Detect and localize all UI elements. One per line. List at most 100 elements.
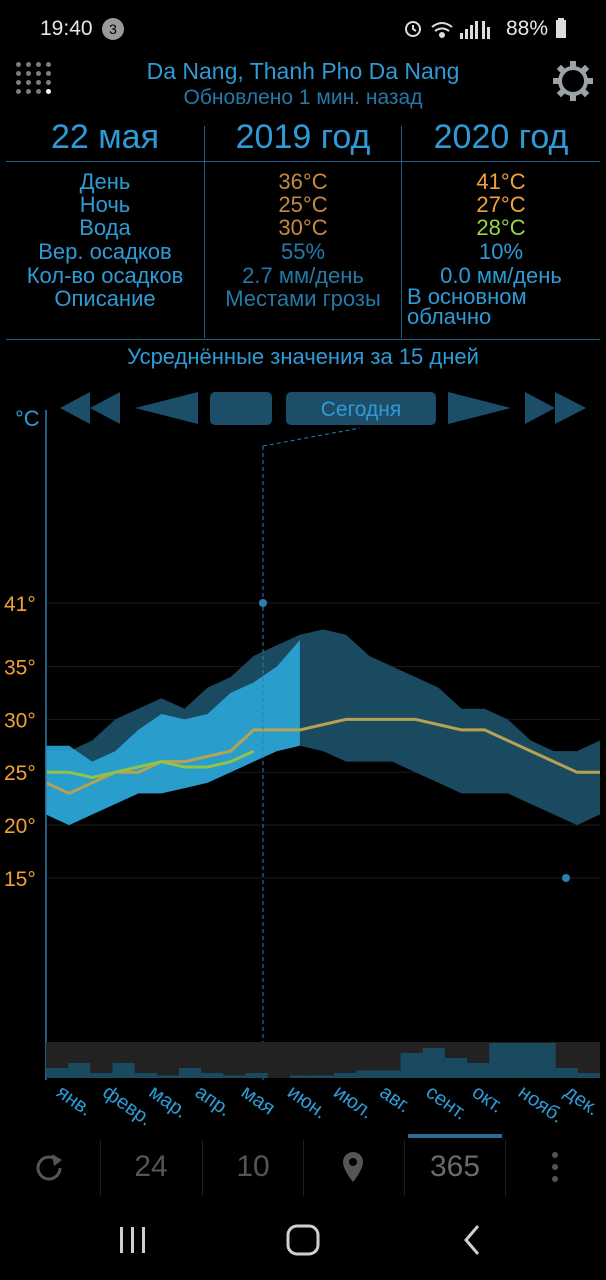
temperature-chart[interactable]: °C Сегодня 41° 35° 30° 25° 20° 15° янв. февр. ма… (0, 380, 606, 1140)
system-nav-bar (120, 1224, 480, 1256)
signal-icon (460, 21, 490, 39)
column-divider (401, 126, 402, 338)
skip-forward-icon-part (555, 392, 586, 424)
skip-forward-icon (525, 392, 555, 424)
chart-plot-area: 41°35°30°25°20°15°янв. февр.мар. апр. мая ию… (4, 410, 603, 1131)
battery-icon (556, 18, 566, 38)
back-button[interactable] (135, 392, 198, 424)
range-365-button[interactable]: 365 (429, 1150, 481, 1183)
status-bar: 19:40 3 88% (0, 0, 606, 58)
precipitation-bar (511, 1043, 534, 1078)
precipitation-bar (400, 1053, 423, 1078)
year-a-precip-prob: 55% (280, 239, 326, 264)
precipitation-bar (467, 1063, 490, 1078)
month-label: янв. (52, 1081, 96, 1121)
month-label: сент. (422, 1081, 471, 1125)
year-a-description: Местами грозы (225, 286, 381, 311)
back-nav-button[interactable] (464, 1225, 480, 1255)
recent-apps-button[interactable] (120, 1227, 145, 1253)
location-pin-icon[interactable] (340, 1150, 366, 1184)
grid-dot (26, 71, 31, 76)
bottom-divider (202, 1140, 203, 1196)
year-b-precip-amount: 0.0 мм/день (440, 263, 562, 288)
status-icons (405, 21, 490, 39)
row-label-description: Описание (54, 286, 156, 311)
alarm-icon (405, 21, 421, 37)
year-a-water: 30°C (278, 215, 328, 240)
y-tick-label: 20° (4, 815, 36, 838)
precipitation-bar (156, 1075, 179, 1078)
precipitation-bar (577, 1073, 600, 1078)
y-tick-label: 25° (4, 762, 36, 785)
precipitation-bar (68, 1063, 91, 1078)
precipitation-bar (311, 1075, 335, 1078)
grid-dot (46, 71, 51, 76)
month-label: авг. (376, 1081, 415, 1117)
bottom-divider (505, 1140, 506, 1196)
precipitation-bar (489, 1043, 512, 1078)
table-bottom-divider (6, 339, 600, 340)
home-button[interactable] (286, 1224, 320, 1256)
month-label: дек. (560, 1081, 603, 1120)
today-button[interactable]: Сегодня (286, 392, 436, 425)
year-b-description: В основном облачно (407, 284, 527, 329)
grid-dot (46, 89, 51, 94)
year-a-header[interactable]: 2019 год (235, 118, 371, 156)
current-year-band (46, 640, 300, 826)
year-a-day: 36°C (278, 169, 328, 194)
range-10-button[interactable]: 10 (236, 1150, 270, 1183)
averaged-title: Усреднённые значения за 15 дней (127, 344, 479, 369)
precipitation-bar (555, 1068, 578, 1078)
blank-button[interactable] (210, 392, 272, 425)
skip-forward-button[interactable] (525, 392, 586, 424)
skip-back-button[interactable] (60, 392, 120, 424)
gear-icon[interactable] (550, 58, 596, 104)
date-header[interactable]: 22 мая (51, 118, 159, 156)
updated-status: Обновлено 1 мин. назад (183, 86, 423, 109)
row-label-night: Ночь (79, 192, 131, 217)
bottom-divider (303, 1140, 304, 1196)
y-tick-label: 41° (4, 593, 36, 616)
grid-dot (26, 62, 31, 67)
precipitation-bar (533, 1043, 556, 1078)
precipitation-bar (201, 1073, 224, 1078)
grid-dot (46, 80, 51, 85)
column-divider (204, 126, 205, 338)
year-a-precip-amount: 2.7 мм/день (242, 263, 364, 288)
battery-percent: 88% (506, 17, 549, 40)
grid-dot (26, 89, 31, 94)
row-label-day: День (79, 169, 131, 194)
precipitation-bar (289, 1075, 312, 1078)
precipitation-bar (112, 1063, 135, 1078)
today-label: Сегодня (321, 398, 401, 421)
year-b-header[interactable]: 2020 год (433, 118, 569, 156)
grid-dot (16, 71, 21, 76)
row-label-water: Вода (79, 215, 131, 240)
today-button-bg (286, 392, 436, 425)
precipitation-bar (444, 1058, 468, 1078)
row-label-precip-prob: Вер. осадков (38, 239, 172, 264)
skip-back-icon (60, 392, 90, 424)
refresh-icon[interactable] (30, 1150, 70, 1186)
forward-button[interactable] (448, 392, 511, 424)
skip-back-icon-part (90, 392, 120, 424)
precipitation-bar (134, 1073, 157, 1078)
range-24-button[interactable]: 24 (134, 1150, 168, 1183)
precipitation-bar (46, 1068, 69, 1078)
max-temp-marker (258, 599, 267, 607)
grid-dot (36, 80, 41, 85)
precipitation-bar (223, 1075, 246, 1078)
grid-dot (16, 62, 21, 67)
month-label: окт. (468, 1081, 507, 1118)
more-vert-icon[interactable] (545, 1150, 565, 1186)
location-title[interactable]: Da Nang, Thanh Pho Da Nang (146, 58, 460, 84)
month-label: апр. (191, 1081, 235, 1121)
today-marker-pointer (262, 427, 361, 447)
y-tick-label: 35° (4, 656, 36, 679)
menu-grid-button[interactable] (16, 62, 56, 98)
precipitation-bar (90, 1073, 113, 1078)
row-label-precip-amount: Кол-во осадков (26, 263, 184, 288)
year-a-night: 25°C (278, 192, 328, 217)
year-b-precip-prob: 10% (478, 239, 524, 264)
status-time: 19:40 (40, 17, 93, 40)
